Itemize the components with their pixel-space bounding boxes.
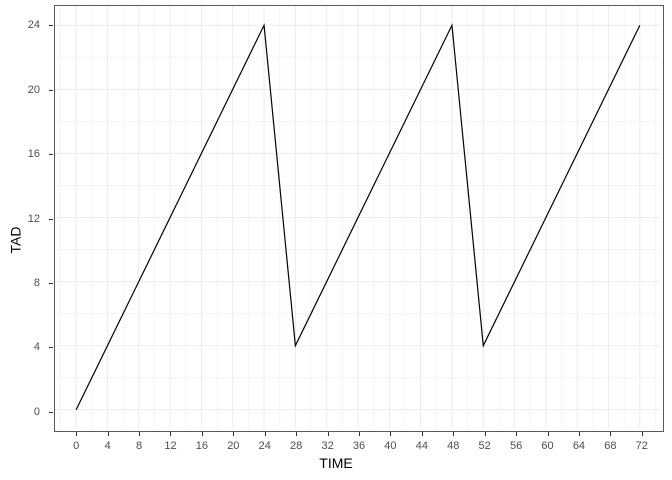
x-tick-mark: [579, 432, 580, 436]
x-tick-mark: [296, 432, 297, 436]
x-tick-label: 68: [604, 440, 617, 452]
y-tick-label: 8: [33, 276, 40, 289]
x-tick-label: 8: [135, 440, 143, 452]
x-tick-label: 16: [195, 440, 209, 452]
x-tick-label: 24: [258, 440, 271, 452]
x-tick-label: 64: [572, 440, 586, 452]
x-tick-label: 52: [478, 440, 491, 452]
x-tick-mark: [548, 432, 549, 436]
x-tick-label: 60: [541, 440, 554, 452]
x-tick-label: 0: [73, 440, 80, 452]
x-tick-mark: [453, 432, 454, 436]
x-tick-mark: [139, 432, 140, 436]
x-tick-mark: [233, 432, 234, 436]
y-tick-label: 20: [27, 83, 40, 96]
x-tick-label: 40: [384, 440, 397, 452]
plot-panel: [54, 5, 664, 432]
data-series-line: [75, 23, 641, 411]
y-tick-label: 12: [27, 212, 40, 225]
x-tick-label: 32: [321, 440, 334, 452]
y-tick-mark: [49, 219, 53, 220]
x-tick-label: 4: [104, 440, 111, 452]
plot-area-svg: [55, 6, 662, 430]
x-tick-mark: [390, 432, 391, 436]
y-tick-mark: [49, 283, 53, 284]
y-tick-mark: [49, 347, 53, 348]
y-tick-label: 4: [33, 341, 40, 354]
x-tick-mark: [108, 432, 109, 436]
x-tick-mark: [359, 432, 360, 436]
major-gridlines: [55, 6, 662, 430]
y-tick-mark: [49, 412, 53, 413]
x-tick-label: 28: [290, 440, 303, 452]
x-tick-label: 36: [352, 440, 366, 452]
x-tick-mark: [642, 432, 643, 436]
y-tick-mark: [49, 90, 53, 91]
x-tick-mark: [170, 432, 171, 436]
x-tick-label: 48: [447, 440, 460, 452]
y-tick-mark: [49, 154, 53, 155]
y-tick-label: 0: [33, 405, 40, 418]
x-axis-title: TIME: [319, 455, 353, 471]
x-tick-mark: [265, 432, 266, 436]
x-tick-mark: [422, 432, 423, 436]
x-tick-mark: [202, 432, 203, 436]
x-tick-mark: [516, 432, 517, 436]
x-tick-label: 72: [635, 440, 648, 452]
x-tick-label: 12: [164, 440, 177, 452]
x-tick-mark: [485, 432, 486, 436]
y-axis-title: TAD: [7, 226, 24, 254]
y-tick-label: 24: [27, 19, 40, 32]
x-tick-label: 44: [415, 440, 428, 452]
y-tick-label: 16: [27, 148, 40, 161]
x-tick-mark: [610, 432, 611, 436]
x-tick-mark: [76, 432, 77, 436]
y-tick-mark: [49, 25, 53, 26]
x-tick-label: 56: [509, 440, 523, 452]
x-tick-label: 20: [227, 440, 240, 452]
x-tick-mark: [328, 432, 329, 436]
